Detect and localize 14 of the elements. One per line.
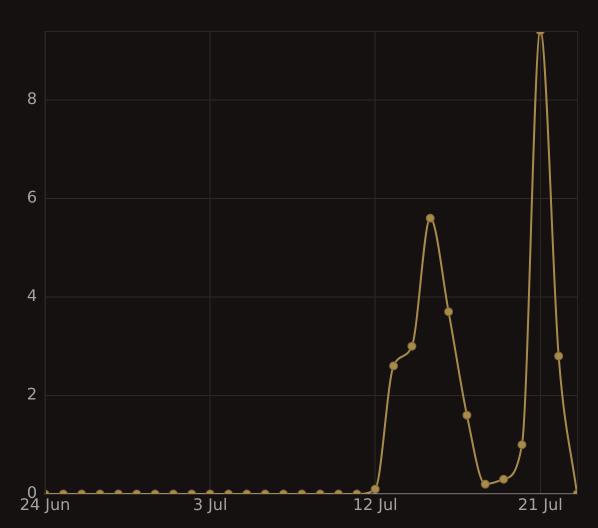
y-tick-label: 6 xyxy=(26,188,37,207)
point xyxy=(426,214,435,223)
y-tick-label: 2 xyxy=(26,384,37,404)
line-series xyxy=(45,31,577,494)
point xyxy=(462,410,472,420)
y-tick-label: 4 xyxy=(26,286,37,306)
x-tick-label: 12 Jul xyxy=(352,494,398,514)
x-tick-label: 21 Jul xyxy=(518,494,563,514)
x-tick-label: 3 Jul xyxy=(192,494,228,514)
point xyxy=(554,352,564,361)
point xyxy=(389,361,398,370)
point xyxy=(407,342,416,351)
point xyxy=(444,307,454,316)
y-tick-label: 8 xyxy=(26,89,37,108)
